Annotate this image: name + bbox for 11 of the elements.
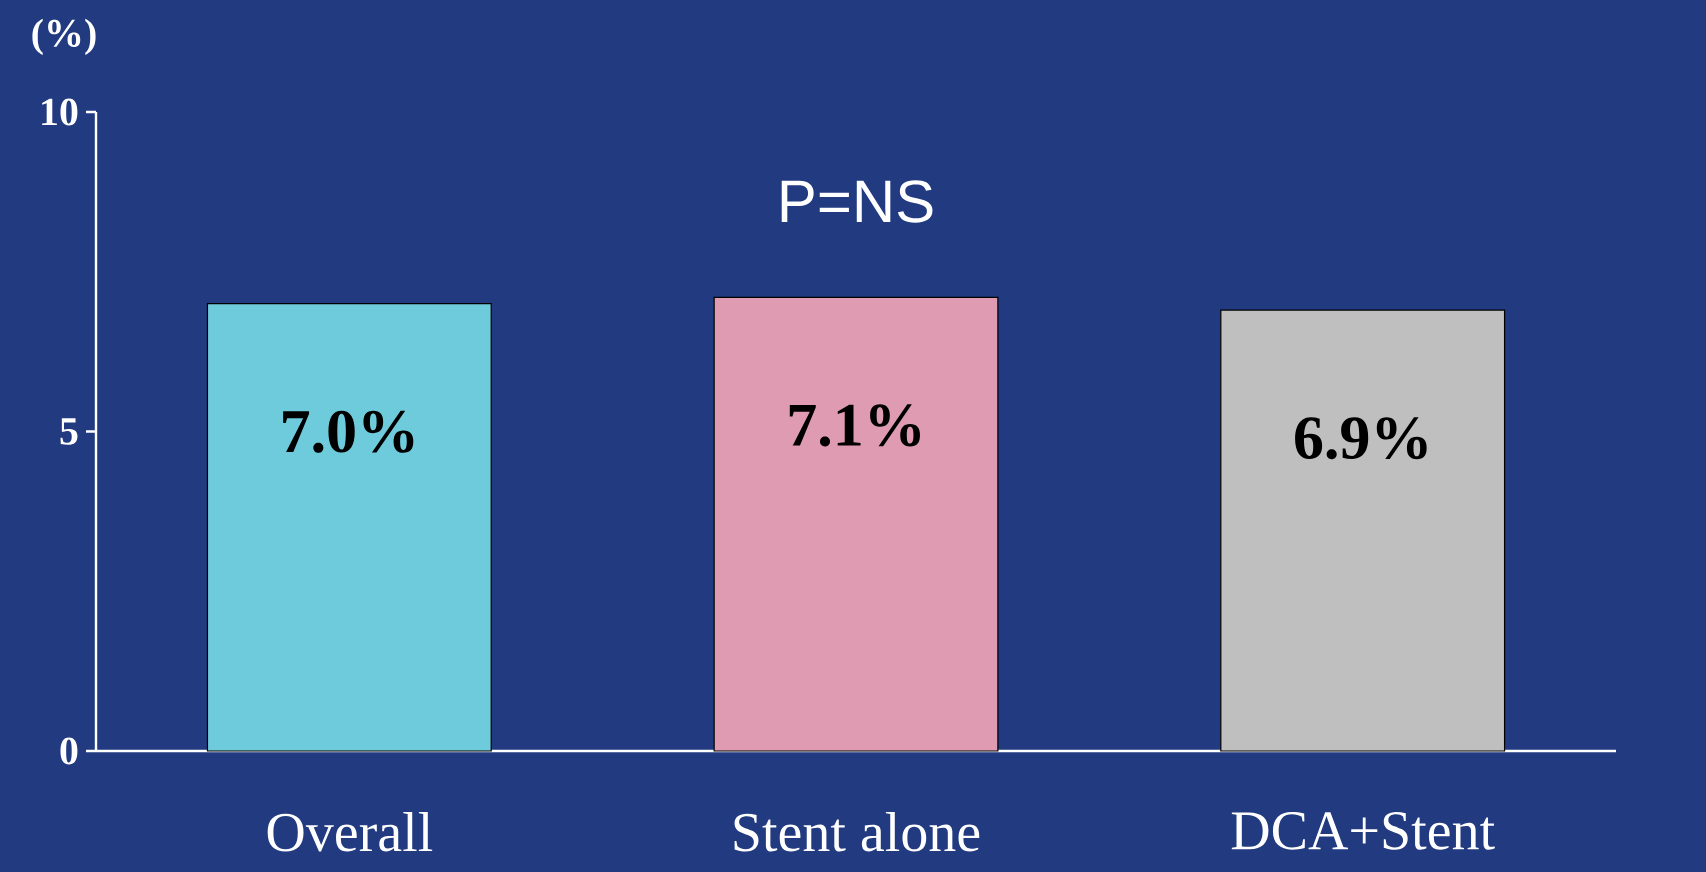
y-tick-label: 0 bbox=[60, 737, 78, 765]
data-label: 6.9% bbox=[1295, 417, 1427, 460]
x-tick-label: Overall bbox=[267, 812, 433, 852]
y-tick-label: 5 bbox=[60, 418, 78, 445]
y-tick-label: 10 bbox=[42, 98, 78, 126]
data-label: 7.1% bbox=[789, 404, 920, 447]
y-axis-title: (%) bbox=[32, 18, 96, 55]
annotation: P=NS bbox=[781, 180, 933, 223]
x-tick-label: Stent alone bbox=[734, 812, 980, 852]
x-tick-label: DCA+Stent bbox=[1231, 812, 1495, 850]
data-label: 7.0% bbox=[283, 410, 414, 453]
